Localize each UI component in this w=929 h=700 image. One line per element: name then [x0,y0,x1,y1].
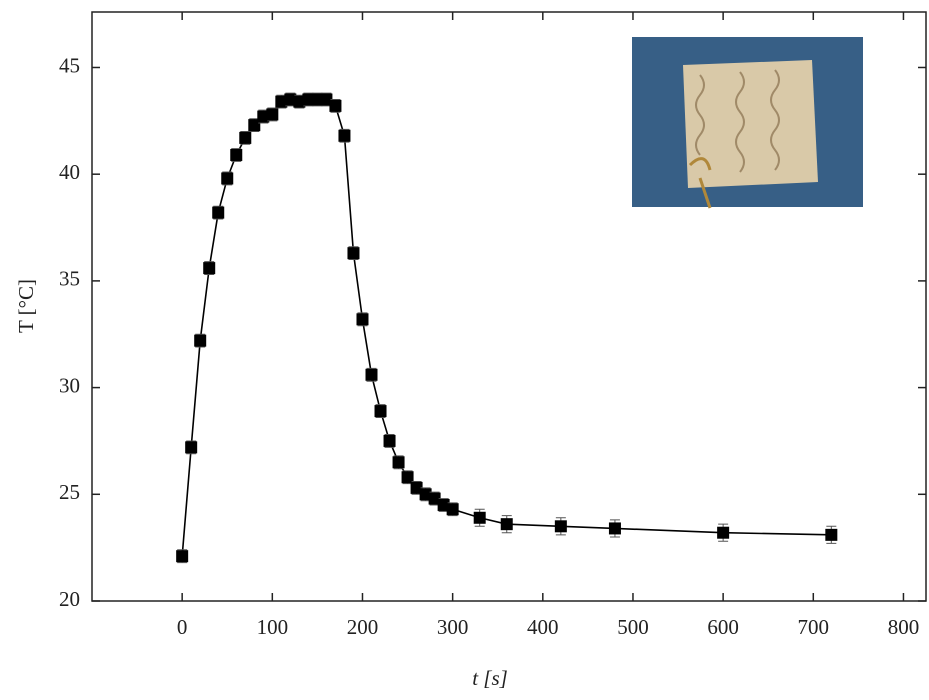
marker [275,95,288,108]
marker [212,206,225,219]
x-tick-label: 100 [257,615,289,639]
marker [473,511,486,524]
marker [410,481,423,494]
marker [176,550,189,563]
y-tick-label: 20 [59,587,80,611]
marker [284,93,297,106]
marker [347,247,360,260]
marker [717,526,730,539]
marker [185,441,198,454]
marker [194,334,207,347]
marker [320,93,333,106]
marker [554,520,567,533]
marker [419,488,432,501]
marker [311,93,324,106]
x-tick-label: 500 [617,615,649,639]
marker [365,368,378,381]
x-tick-label: 0 [177,615,188,639]
marker [248,119,261,132]
y-tick-label: 30 [59,373,80,397]
x-tick-label: 800 [888,615,920,639]
marker [608,522,621,535]
marker [329,99,342,112]
marker [446,503,459,516]
marker [266,108,279,121]
marker [338,129,351,142]
marker [302,93,315,106]
marker [221,172,234,185]
marker [203,262,216,275]
y-tick-label: 35 [59,267,80,291]
marker [825,528,838,541]
x-tick-label: 300 [437,615,469,639]
y-tick-label: 25 [59,480,80,504]
marker [392,456,405,469]
y-axis-label: T [°C] [14,279,38,333]
x-tick-label: 200 [347,615,379,639]
x-axis-label: t [s] [472,666,508,690]
marker [356,313,369,326]
y-tick-label: 45 [59,53,80,77]
marker [500,518,513,531]
marker [374,405,387,418]
marker [428,492,441,505]
x-tick-label: 600 [707,615,739,639]
marker [293,95,306,108]
marker [239,131,252,144]
y-tick-label: 40 [59,160,80,184]
marker [383,434,396,447]
inset-photo [632,37,863,209]
plot-frame [91,11,927,602]
marker [230,148,243,161]
marker [401,471,414,484]
marker [437,498,450,511]
marker [257,110,270,123]
x-tick-label: 700 [798,615,830,639]
x-tick-label: 400 [527,615,559,639]
